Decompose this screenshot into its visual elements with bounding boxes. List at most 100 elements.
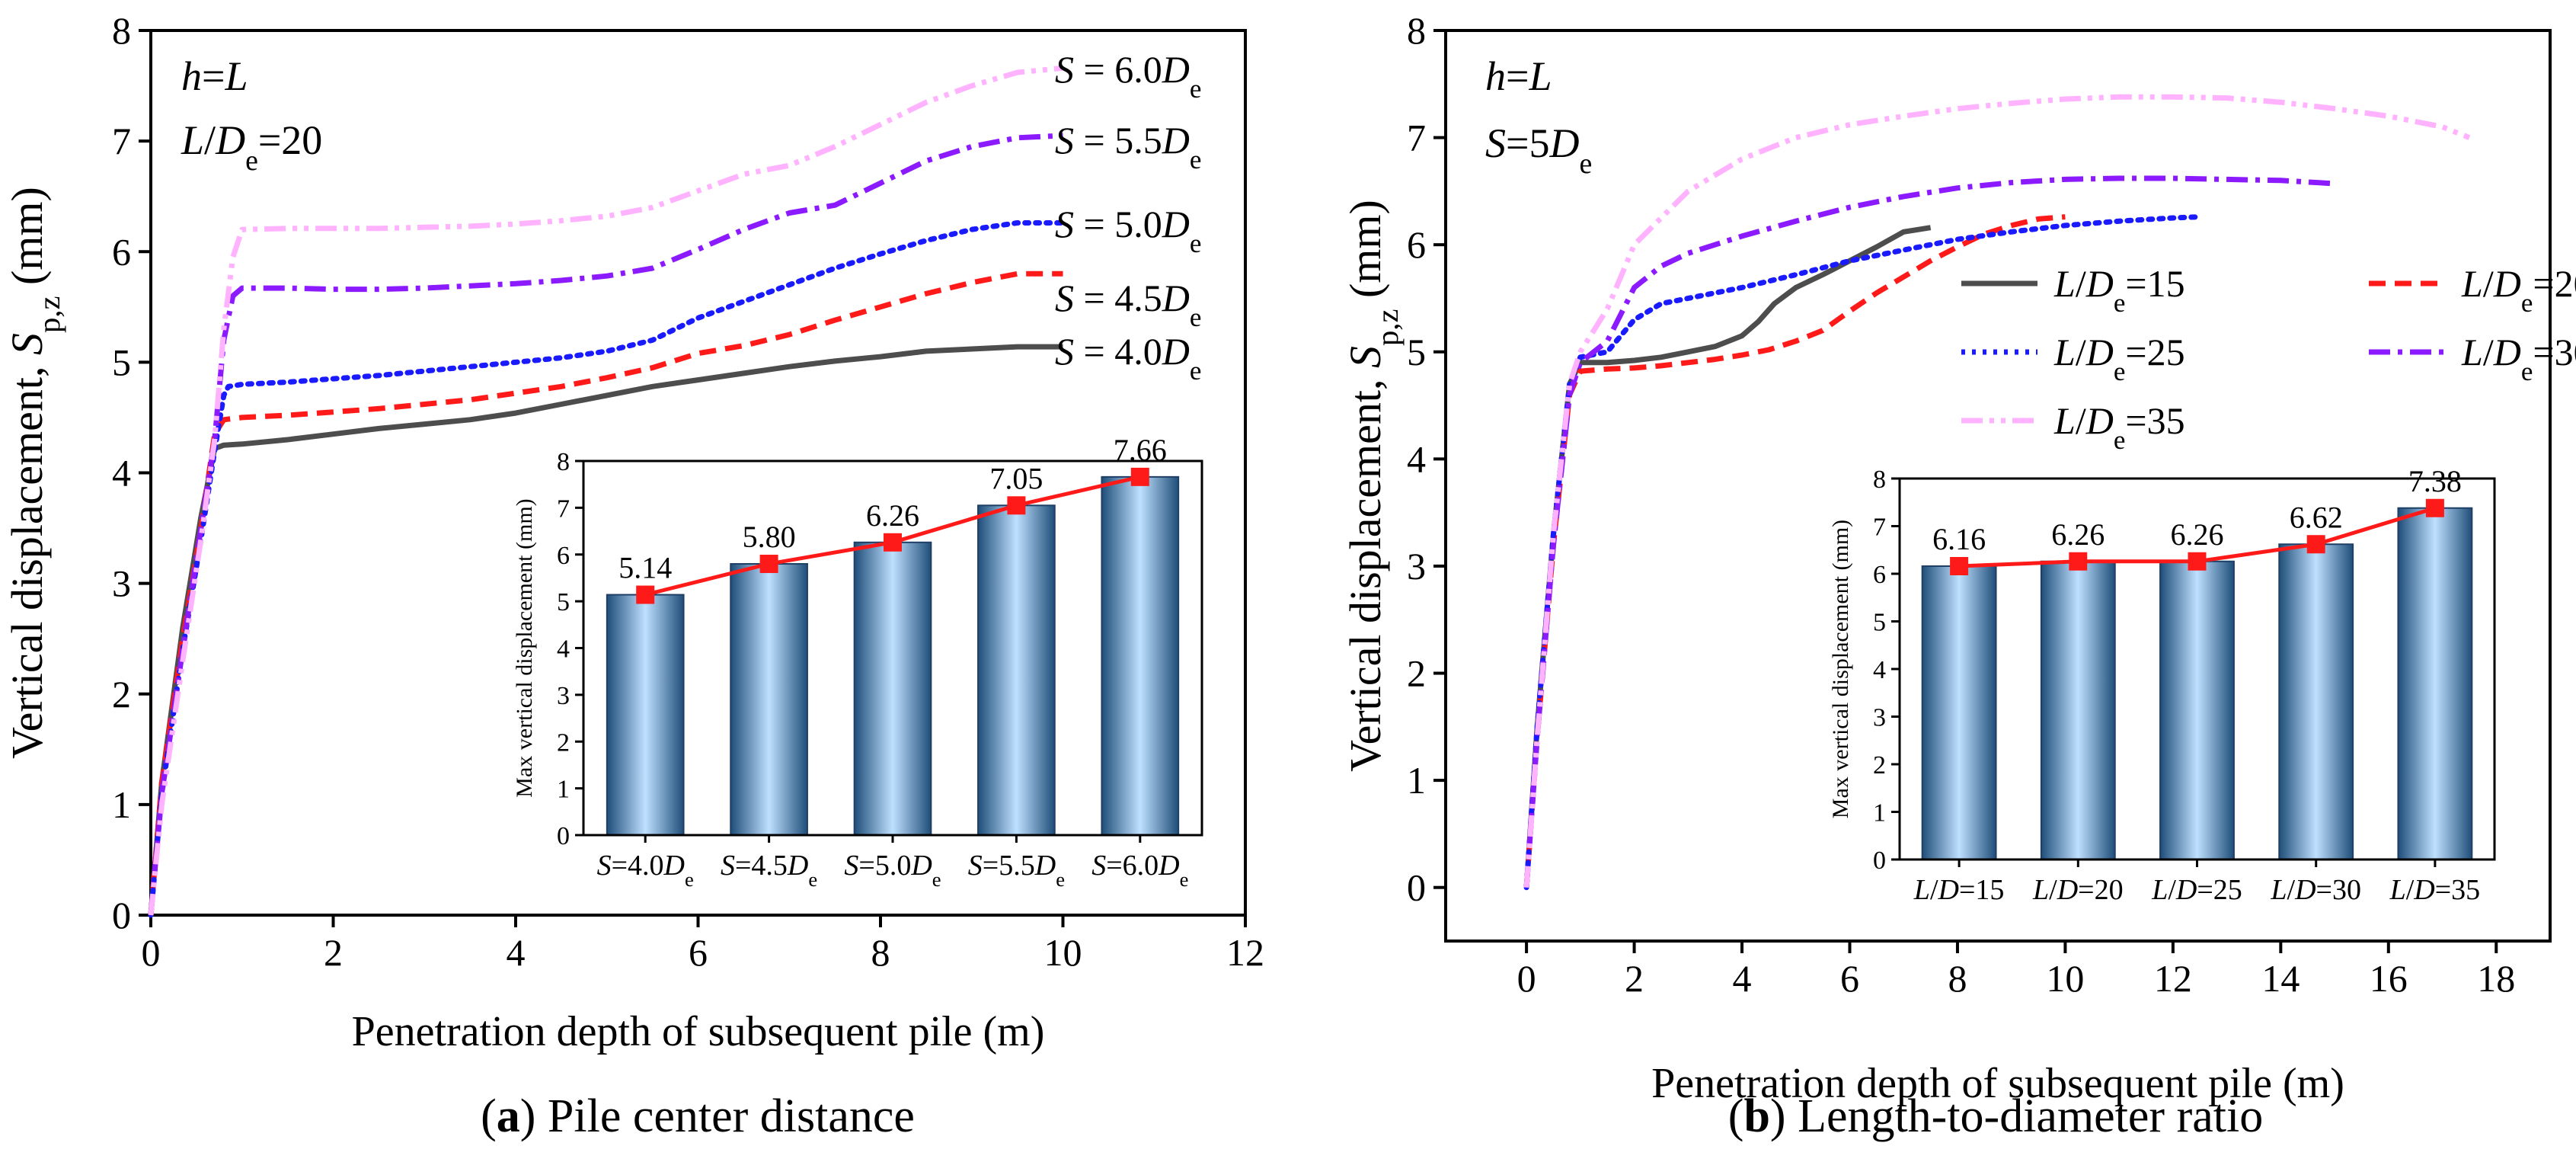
series-line-5 [1523,94,2471,888]
inset-y-tick-label: 5 [1873,609,1886,637]
series-line-4 [1523,175,2335,888]
series-label: S = 4.0De [1055,330,1201,386]
plot-frame [149,29,1247,917]
annotation-text: L/De=20 [181,117,322,177]
legend-label: L/De=25 [2053,331,2185,386]
annotation-text: h=L [181,53,248,99]
x-tick-label: 4 [1733,957,1752,1000]
inset-y-tick-label: 2 [1873,751,1886,779]
inset-marker [1950,557,1969,575]
x-tick-label: 14 [2261,957,2300,1000]
inset-y-tick-label: 0 [557,822,570,850]
inset-bar [1921,565,1997,860]
inset-y-tick-label: 1 [1873,799,1886,827]
legend-label: L/De=30 [2461,331,2576,386]
inset-y-tick-label: 3 [557,682,570,710]
y-tick-label: 0 [112,894,131,936]
inset-category-label: L/D=20 [2032,874,2124,906]
inset-y-tick-label: 0 [1873,847,1886,875]
inset-y-tick-label: 7 [1873,514,1886,542]
x-tick-label: 8 [1948,957,1967,1000]
x-tick-label: 12 [2154,957,2192,1000]
y-tick-label: 3 [1407,545,1426,587]
inset-category-label: S=4.0De [597,850,694,891]
series-line-1 [1523,225,1932,888]
y-tick-label: 6 [112,230,131,273]
inset-bar [977,504,1056,837]
x-axis-title: Penetration depth of subsequent pile (m) [1651,1060,2344,1107]
annotation-text: h=L [1485,53,1552,99]
x-tick-label: 4 [507,931,526,974]
inset-y-tick-label: 1 [557,776,570,804]
inset-y-title: Max vertical displacement (mm) [1828,520,1853,818]
inset-value-label: 6.26 [866,498,919,533]
inset-value-label: 6.26 [2171,517,2224,552]
inset-bar [606,594,685,836]
inset-category-label: S=5.5De [968,850,1065,891]
x-tick-label: 6 [689,931,708,974]
y-tick-label: 1 [112,783,131,826]
inset-bar [853,541,932,836]
inset-category-label: L/D=25 [2151,874,2242,906]
inset-marker [2425,498,2444,517]
inset-value-label: 7.66 [1114,433,1167,467]
inset-y-tick-label: 2 [557,728,570,757]
inset-y-tick-label: 3 [1873,704,1886,732]
x-tick-label: 2 [1625,957,1644,1000]
inset-marker [2306,535,2325,554]
inset-category-label: L/D=15 [1913,874,2005,906]
inset-value-label: 7.38 [2408,464,2462,498]
inset-bar [2397,507,2473,860]
inset-marker [2188,552,2207,571]
x-tick-label: 16 [2370,957,2408,1000]
x-tick-label: 6 [1840,957,1859,1000]
inset-y-tick-label: 5 [557,588,570,616]
y-tick-label: 4 [112,452,131,495]
x-tick-label: 0 [1517,957,1536,1000]
inset-y-tick-label: 8 [1873,466,1886,494]
inset-value-label: 5.14 [618,551,672,585]
series-label: S = 5.0De [1055,203,1201,258]
inset-bar [2040,560,2116,860]
y-tick-label: 6 [1407,223,1426,266]
y-tick-label: 5 [112,341,131,383]
legend-label: L/De=20 [2461,262,2576,318]
inset-marker [884,533,902,552]
y-tick-label: 4 [1407,437,1426,480]
x-tick-label: 10 [2046,957,2084,1000]
x-tick-label: 2 [324,931,343,974]
inset-value-label: 5.80 [743,520,796,554]
series-line-2 [1523,214,2066,888]
y-tick-label: 0 [1407,866,1426,909]
y-axis-title: Vertical displacement, Sp,z (mm) [2,187,66,759]
y-axis-title: Vertical displacement, Sp,z (mm) [1341,200,1405,772]
inset-value-label: 6.62 [2290,500,2343,534]
inset-y-tick-label: 4 [1873,656,1886,684]
panel-caption: (a) Pile center distance [481,1090,915,1142]
series-line-5 [148,65,1063,916]
inset-bar [2278,543,2354,860]
series-label: S = 5.5De [1055,119,1201,174]
inset-category-label: L/D=30 [2270,874,2361,906]
y-tick-label: 7 [1407,117,1426,159]
inset-marker [636,585,655,604]
inset-marker [759,555,778,574]
series-label: S = 4.5De [1055,277,1201,332]
panel-caption: (b) Length-to-diameter ratio [1728,1090,2263,1142]
legend-label: L/De=15 [2053,262,2185,318]
x-tick-label: 8 [871,931,890,974]
inset-value-label: 6.16 [1932,522,1986,556]
series-label: S = 6.0De [1055,48,1201,104]
y-tick-label: 3 [112,562,131,605]
x-axis-title: Penetration depth of subsequent pile (m) [352,1008,1045,1055]
inset-y-title: Max vertical displacement (mm) [512,498,537,797]
inset-y-tick-label: 6 [1873,561,1886,589]
y-tick-label: 1 [1407,759,1426,802]
x-tick-label: 0 [142,931,161,974]
inset-value-label: 7.05 [989,461,1043,495]
plot-frame [1444,29,2552,943]
inset-category-label: S=4.5De [721,850,817,891]
inset-bar [730,563,808,837]
